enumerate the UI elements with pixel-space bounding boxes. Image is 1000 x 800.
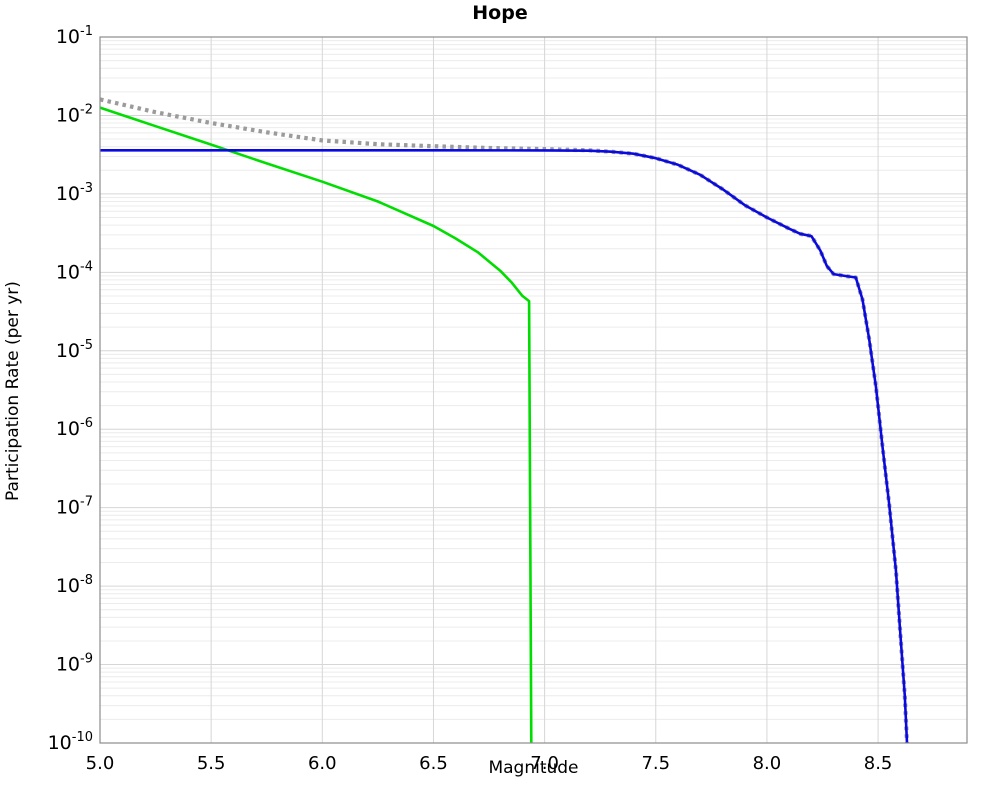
y-tick-label: 10-3 xyxy=(56,181,93,205)
y-tick-label: 10-4 xyxy=(56,259,93,283)
y-tick-label: 10-9 xyxy=(56,652,93,676)
y-tick-label: 10-8 xyxy=(56,573,93,597)
x-tick-label: 5.5 xyxy=(197,753,226,774)
y-tick-label: 10-7 xyxy=(56,495,93,519)
chart-title: Hope xyxy=(472,2,528,24)
y-tick-label: 10-6 xyxy=(56,416,93,440)
y-tick-label: 10-5 xyxy=(56,338,93,362)
y-tick-label: 10-1 xyxy=(56,24,93,48)
plot-border xyxy=(99,36,968,744)
x-tick-label: 7.5 xyxy=(641,753,670,774)
x-tick-label: 6.0 xyxy=(308,753,337,774)
x-tick-label: 8.5 xyxy=(864,753,893,774)
x-tick-label: 5.0 xyxy=(86,753,115,774)
fault-participation-blue-line xyxy=(100,149,909,743)
x-tick-label: 8.0 xyxy=(753,753,782,774)
gridded-rate-green-line xyxy=(100,106,533,743)
y-tick-label: 10-10 xyxy=(48,730,93,754)
x-tick-label: 6.5 xyxy=(419,753,448,774)
x-tick-label: 7.0 xyxy=(530,753,559,774)
x-axis-label: Magnitude xyxy=(488,758,579,778)
y-tick-label: 10-2 xyxy=(56,102,93,126)
plot-background xyxy=(100,37,967,743)
